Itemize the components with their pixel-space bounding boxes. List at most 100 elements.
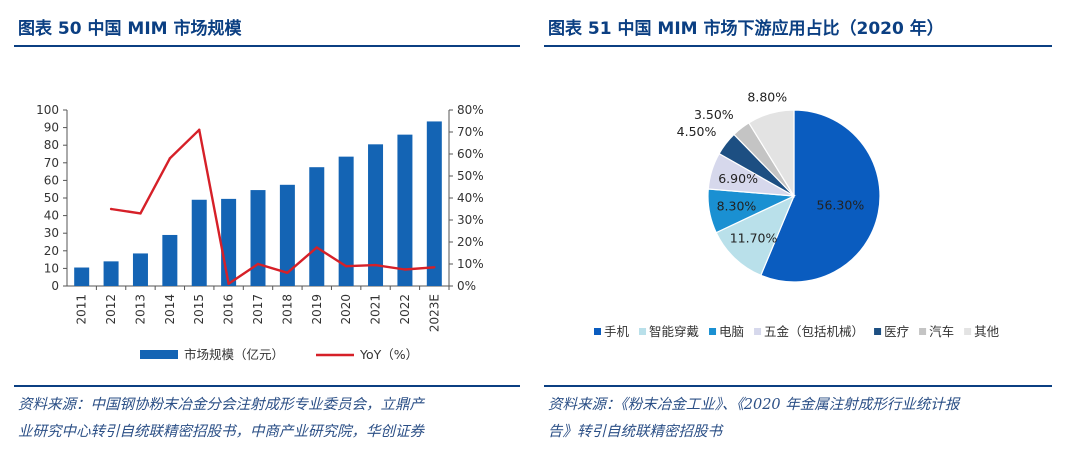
bar-2013 (132, 253, 148, 286)
left-y-tick-label: 80 (44, 138, 59, 152)
pie-value-label: 8.80% (747, 90, 787, 105)
pie-value-label: 8.30% (717, 198, 757, 213)
right-y-tick-label: 0% (457, 279, 476, 293)
x-tick-label: 2021 (369, 294, 383, 325)
legend-label-1: 智能穿戴 (649, 324, 699, 339)
yoy-point-2012 (109, 207, 113, 211)
legend-label-5: 汽车 (929, 324, 954, 339)
yoy-point-2015 (198, 128, 201, 131)
yoy-point-2022 (403, 268, 407, 271)
legend-label-6: 其他 (974, 324, 1000, 339)
bar-2021 (368, 144, 384, 286)
left-y-tick-label: 40 (44, 209, 59, 223)
left-y-tick-label: 90 (44, 121, 59, 135)
bar-2015 (191, 199, 207, 286)
right-y-tick-label: 50% (457, 169, 484, 183)
pie-value-label: 6.90% (718, 171, 758, 186)
legend-swatch-3 (754, 328, 762, 335)
left-y-tick-label: 0 (51, 279, 59, 293)
bar-2020 (338, 156, 354, 286)
left-y-tick-label: 70 (44, 156, 59, 170)
yoy-point-2014 (168, 157, 172, 160)
legend-bar-swatch (140, 350, 178, 359)
right-y-tick-label: 80% (457, 103, 484, 117)
x-tick-label: 2020 (339, 294, 353, 325)
x-tick-label: 2012 (104, 294, 118, 325)
legend-swatch-6 (964, 328, 972, 335)
legend-label-3: 五金（包括机械） (764, 324, 864, 339)
figure-50-title: 图表 50 中国 MIM 市场规模 (18, 19, 242, 39)
right-y-tick-label: 10% (457, 257, 484, 271)
x-tick-label: 2013 (133, 294, 147, 325)
bar-2022 (397, 134, 413, 286)
pie-value-label: 3.50% (694, 107, 734, 122)
bar-2016 (221, 198, 237, 286)
bar-2017 (250, 190, 266, 286)
legend-label-2: 电脑 (719, 324, 744, 339)
bar-2018 (279, 184, 295, 286)
x-tick-label: 2022 (398, 294, 412, 325)
left-y-tick-label: 10 (44, 261, 59, 275)
yoy-point-2020 (344, 265, 348, 268)
yoy-point-2019 (315, 246, 318, 249)
bar-2014 (162, 234, 178, 286)
figure-51-title: 图表 51 中国 MIM 市场下游应用占比（2020 年） (548, 19, 944, 39)
pie-slice-6 (748, 109, 795, 199)
market-size-combo-chart: 0 10 20 30 40 50 60 70 80 90 100 0% 10% 20% 30% 40% 50% 6… (36, 103, 484, 362)
x-tick-label: 2016 (222, 294, 236, 325)
x-tick-label: 2019 (310, 294, 324, 325)
yoy-point-2023E (433, 266, 436, 269)
left-y-tick-label: 100 (36, 103, 59, 117)
source-rule (14, 385, 520, 387)
right-y-tick-label: 70% (457, 125, 484, 139)
x-tick-label: 2018 (280, 294, 294, 325)
legend-swatch-2 (709, 328, 717, 335)
legend-line-label: YoY（%） (359, 347, 418, 362)
bar-2019 (309, 167, 325, 286)
figure-51-source: 资料来源：《粉末冶金工业》、《2020 年金属注射成形行业统计报 告》转引自统联… (548, 392, 1052, 446)
yoy-point-2021 (374, 263, 377, 267)
pie-value-label: 11.70% (730, 230, 778, 245)
figure-50-source: 资料来源：中国钢协粉末冶金分会注射成形专业委员会，立鼎产 业研究中心转引自统联精… (18, 392, 520, 446)
right-y-tick-label: 40% (457, 191, 484, 205)
x-tick-label: 2017 (251, 294, 265, 325)
yoy-line (110, 128, 435, 285)
source-line-1: 资料来源：中国钢协粉末冶金分会注射成形专业委员会，立鼎产 (18, 397, 424, 413)
bar-2011 (74, 267, 90, 286)
source-line-1: 资料来源：《粉末冶金工业》、《2020 年金属注射成形行业统计报 (548, 397, 960, 413)
left-y-tick-label: 50 (44, 191, 59, 205)
x-tick-label: 2015 (192, 294, 206, 325)
downstream-share-pie-chart: 56.30% 11.70% 8.30% 6.90% 4.50% 3.50% 8.80% 手机 智… (594, 90, 1000, 339)
legend-label-0: 手机 (604, 324, 630, 339)
legend-swatch-5 (919, 328, 927, 335)
title-rule (14, 45, 520, 47)
pie-value-label: 56.30% (817, 197, 865, 212)
source-line-2: 告》转引自统联精密招股书 (548, 424, 722, 440)
yoy-point-2013 (139, 212, 142, 215)
bar-2012 (103, 261, 119, 286)
right-y-tick-label: 60% (457, 147, 484, 161)
x-tick-label: 2011 (75, 294, 89, 325)
yoy-point-2017 (256, 262, 260, 266)
yoy-point-2018 (286, 271, 289, 274)
x-tick-label: 2023E (427, 294, 441, 332)
title-rule (544, 45, 1052, 47)
left-figure-panel: 图表 50 中国 MIM 市场规模 0 10 20 30 40 50 60 70 80 90 100… (14, 0, 520, 461)
left-y-tick-label: 60 (44, 173, 59, 187)
right-y-tick-label: 20% (457, 235, 484, 249)
left-y-tick-label: 30 (44, 226, 59, 240)
source-rule (544, 385, 1052, 387)
pie-value-label: 4.50% (677, 124, 717, 139)
x-tick-label: 2014 (163, 294, 177, 325)
legend-bar-label: 市场规模（亿元） (184, 347, 284, 362)
legend-label-4: 医疗 (884, 324, 909, 339)
legend-swatch-0 (594, 328, 601, 335)
yoy-point-2016 (227, 282, 230, 285)
legend-swatch-1 (639, 328, 647, 335)
left-y-tick-label: 20 (44, 244, 59, 258)
legend-swatch-4 (874, 328, 882, 335)
right-y-tick-label: 30% (457, 213, 484, 227)
pie-slice-0 (760, 109, 881, 283)
source-line-2: 业研究中心转引自统联精密招股书，中商产业研究院，华创证券 (18, 424, 424, 440)
pie-slice-1 (715, 194, 796, 277)
